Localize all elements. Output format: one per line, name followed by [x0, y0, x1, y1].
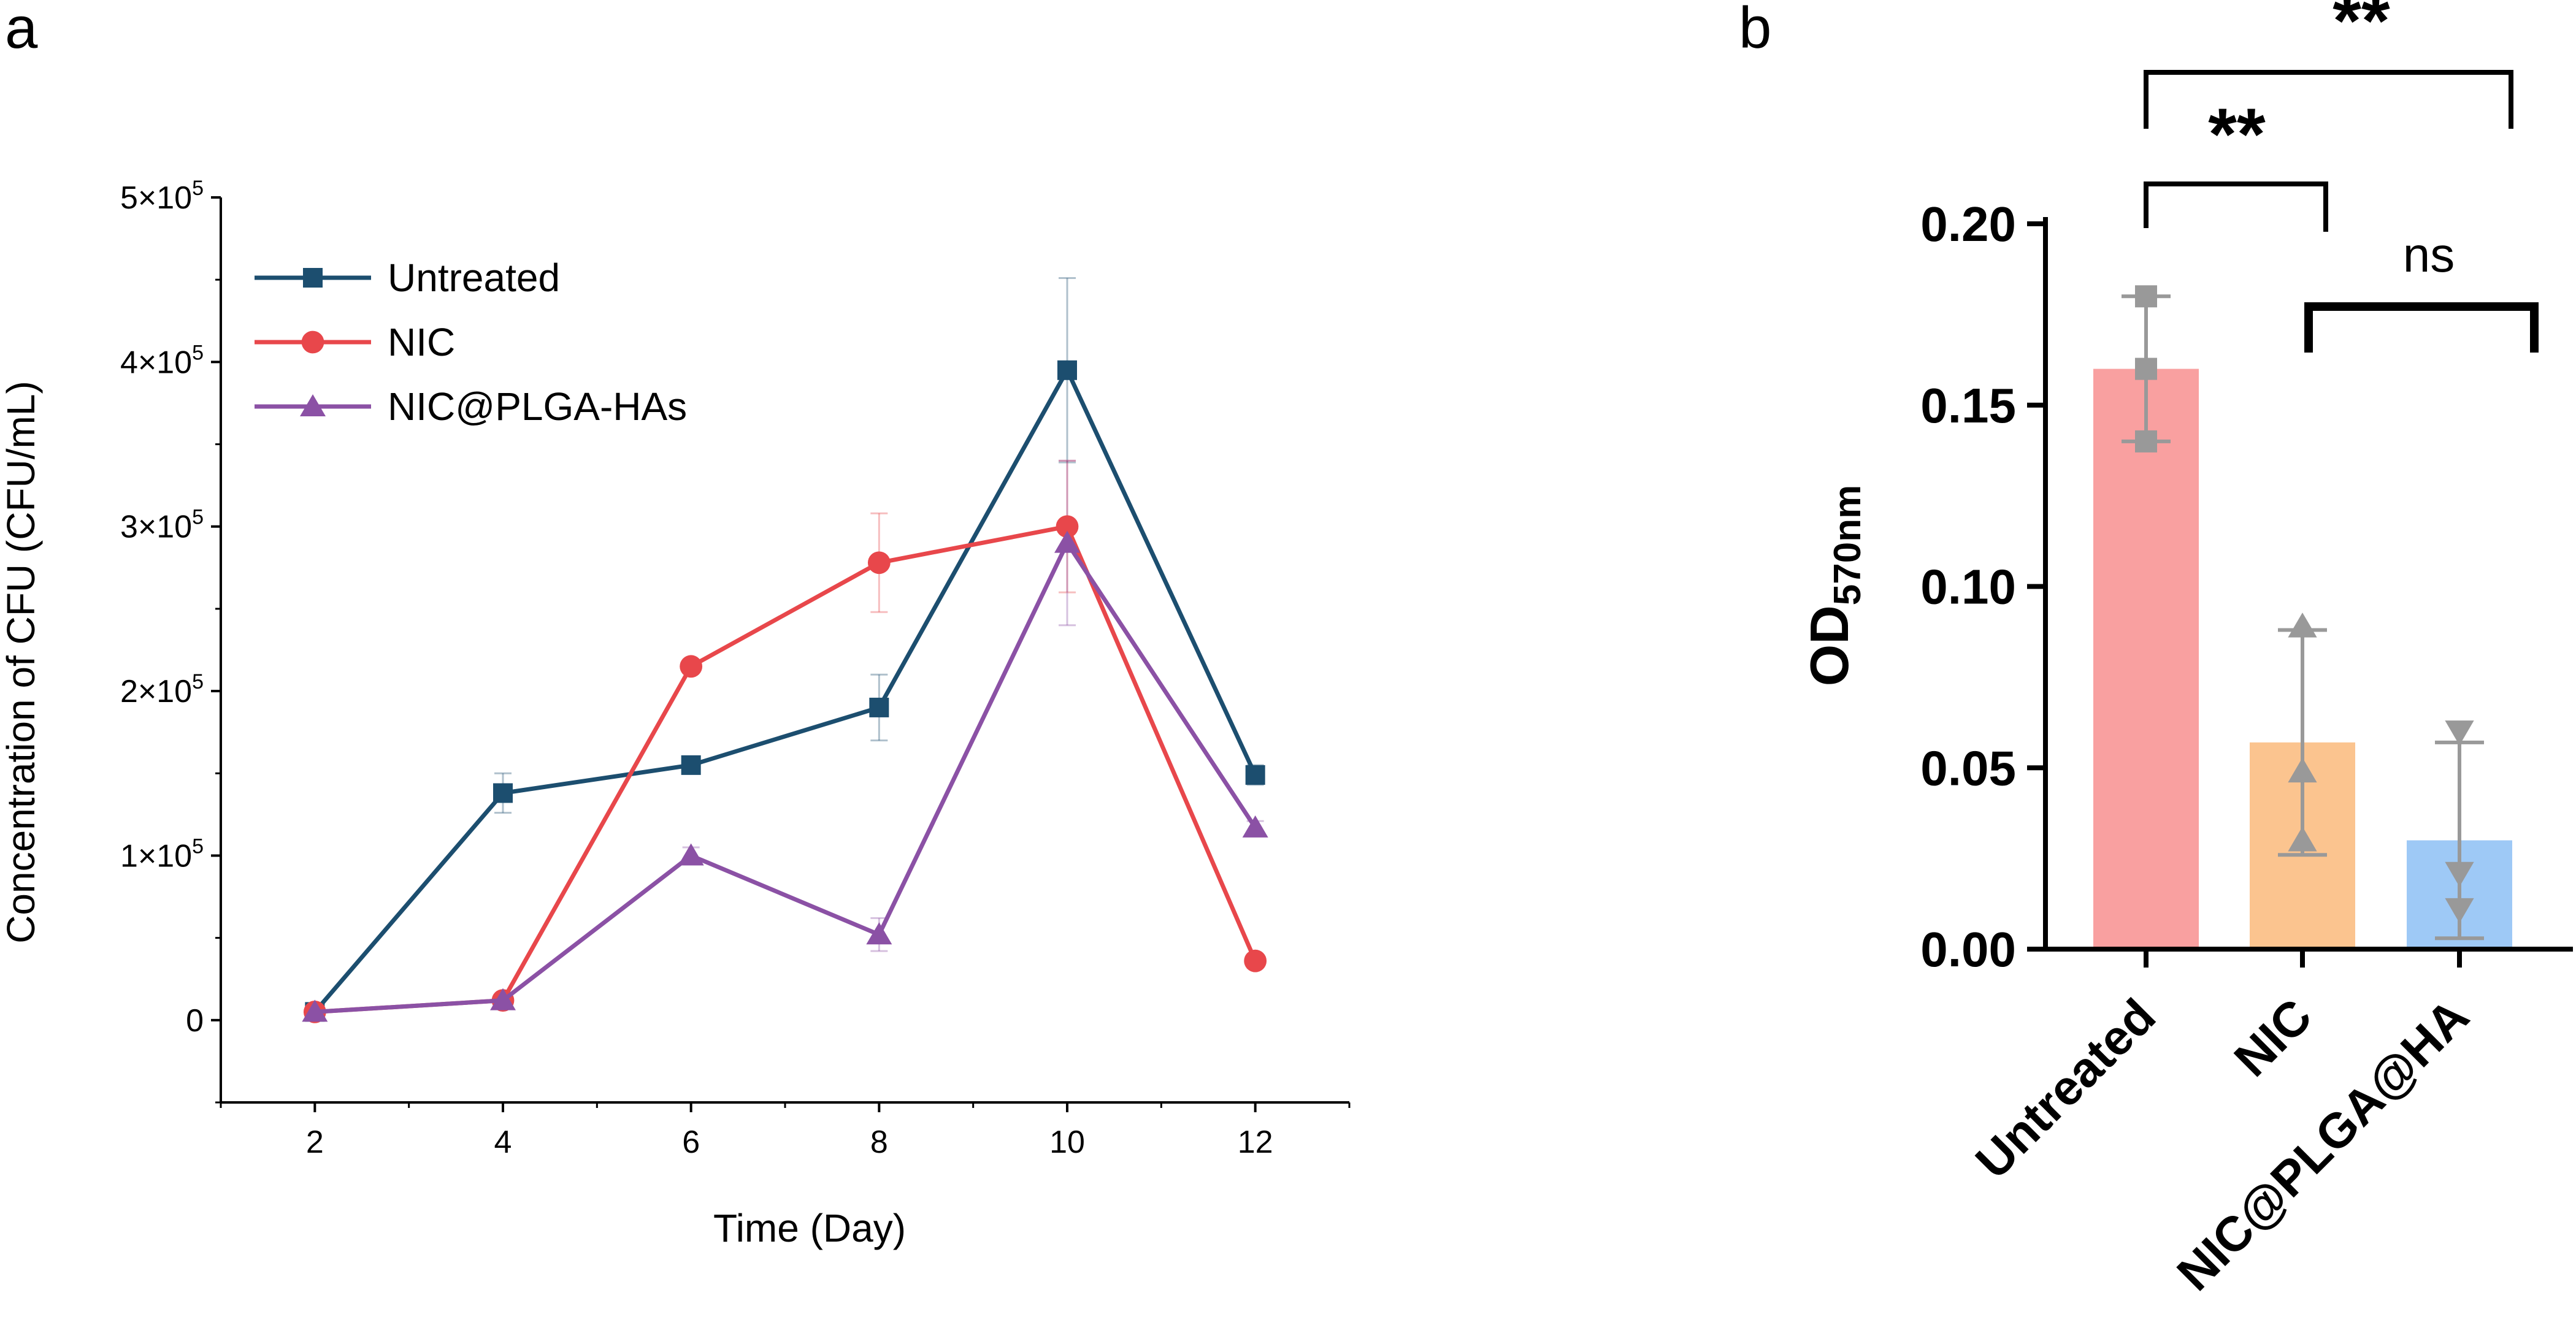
- category-label: Untreated: [1965, 988, 2166, 1189]
- significance-label: **: [2333, 0, 2390, 62]
- x-tick-label: 12: [1238, 1124, 1273, 1160]
- legend-marker: [300, 394, 326, 416]
- replicate-point: [2135, 285, 2157, 308]
- data-point: [1244, 949, 1267, 972]
- data-point: [1054, 530, 1080, 553]
- replicate-point: [2135, 430, 2157, 452]
- y-tick-label-exp: 5: [192, 670, 204, 693]
- y-tick-label-exp: 5: [192, 834, 204, 858]
- replicate-point: [2135, 357, 2157, 380]
- replicate-point: [2288, 613, 2317, 638]
- panel-a-series: [302, 277, 1268, 1023]
- data-point: [493, 783, 513, 803]
- x-tick-label: 6: [682, 1124, 700, 1160]
- data-point: [1242, 815, 1268, 838]
- series-line: [313, 368, 1257, 1014]
- replicate-point: [2288, 757, 2317, 783]
- panel-a-x-axis-label: Time (Day): [713, 1206, 906, 1250]
- category-label: NIC: [2224, 988, 2322, 1086]
- y-tick-label-base: 0: [186, 1003, 204, 1039]
- series-0: [305, 360, 1265, 1022]
- legend-label: NIC@PLGA-HAs: [388, 384, 687, 429]
- significance-brackets: ** ** ns: [2144, 0, 2539, 353]
- data-point: [1057, 360, 1077, 380]
- data-point: [1056, 515, 1079, 538]
- data-point: [869, 697, 889, 717]
- panel-b-label: b: [1739, 0, 1771, 61]
- y-tick-label: 0.10: [1920, 560, 2016, 614]
- replicate-point: [2288, 827, 2317, 852]
- x-tick-label: 2: [306, 1124, 324, 1160]
- data-point: [302, 999, 328, 1022]
- y-tick-label-base: 2×10: [120, 674, 192, 709]
- panel-b-y-axis-label-sub: 570nm: [1827, 485, 1869, 605]
- y-tick-label: 3×105: [120, 506, 204, 545]
- panel-a-x-ticks: 2 4 6 8 10 12: [220, 1102, 1351, 1160]
- significance-bracket: [2144, 181, 2328, 232]
- y-tick-label-base: 5×10: [120, 180, 192, 216]
- data-point: [866, 922, 892, 945]
- y-tick-label: 4×105: [120, 341, 204, 380]
- data-point: [490, 988, 516, 1010]
- y-tick-label-exp: 5: [192, 341, 204, 364]
- panel-b: b 0.00 0.05 0.10 0.15 0.20 Untreated NICNIC@P…: [1739, 0, 2573, 1301]
- panel-a-label: a: [5, 0, 38, 61]
- category-label: NIC@PLGA@HA: [2167, 988, 2480, 1301]
- replicate-point: [2445, 720, 2474, 746]
- y-tick-label-base: 4×10: [120, 345, 192, 380]
- panel-b-y-axis-label-main: OD: [1799, 605, 1860, 686]
- y-tick-label: 5×105: [120, 177, 204, 216]
- y-tick-label: 1×105: [120, 834, 204, 874]
- series-2: [302, 530, 1268, 1022]
- data-point: [1245, 765, 1265, 785]
- replicate-point: [2445, 898, 2474, 923]
- legend: Untreated NIC NIC@PLGA-HAs: [255, 256, 687, 429]
- x-tick-label: 4: [494, 1124, 512, 1160]
- y-tick-label-exp: 5: [192, 177, 204, 200]
- x-tick-label: 8: [870, 1124, 888, 1160]
- y-tick-label: 2×105: [120, 670, 204, 709]
- y-tick-label: 0.15: [1920, 378, 2016, 433]
- y-tick-label: 0: [186, 1003, 204, 1039]
- panel-b-y-axis-label: OD570nm: [1799, 485, 1869, 686]
- x-tick-label: 10: [1049, 1124, 1085, 1160]
- data-point: [867, 551, 891, 575]
- data-point: [680, 655, 703, 678]
- legend-marker: [303, 268, 323, 288]
- y-tick-label-base: 1×10: [120, 838, 192, 874]
- panel-a-y-axis-label: Concentration of CFU (CFU/mL): [0, 381, 43, 944]
- panel-b-axes: [2043, 217, 2573, 952]
- significance-bracket: [2304, 302, 2539, 353]
- y-tick-label: 0.00: [1920, 922, 2016, 977]
- significance-label: ns: [2403, 227, 2455, 282]
- replicate-point: [2445, 861, 2474, 887]
- data-point: [678, 843, 704, 866]
- significance-bracket: [2144, 70, 2513, 129]
- y-tick-label: 0.20: [1920, 197, 2016, 251]
- series-line: [315, 524, 1257, 1014]
- legend-label: Untreated: [388, 256, 560, 300]
- panel-b-bars: [2093, 285, 2512, 947]
- y-tick-label: 0.05: [1920, 741, 2016, 795]
- panel-b-y-ticks: 0.00 0.05 0.10 0.15 0.20: [1920, 197, 2045, 977]
- data-point: [681, 755, 701, 775]
- legend-marker: [301, 330, 324, 354]
- series-line: [315, 541, 1257, 1014]
- significance-label: **: [2208, 93, 2266, 175]
- bar: [2093, 368, 2199, 947]
- legend-label: NIC: [388, 320, 455, 364]
- y-tick-label-exp: 5: [192, 506, 204, 529]
- series-1: [303, 515, 1267, 1023]
- y-tick-label-base: 3×10: [120, 510, 192, 545]
